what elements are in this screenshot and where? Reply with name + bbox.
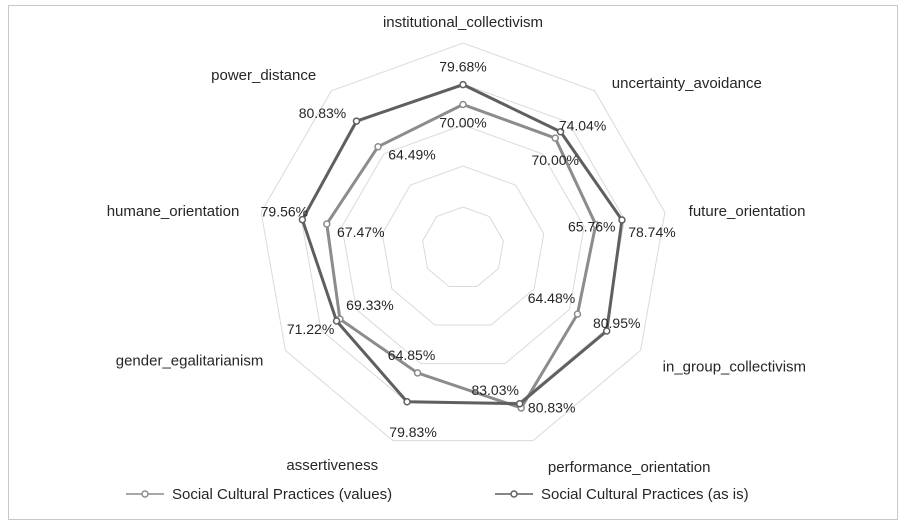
data-label: 65.76%	[568, 219, 615, 235]
axis-label-future-orientation: future_orientation	[689, 203, 806, 220]
legend-item-1: Social Cultural Practices (values)	[126, 486, 392, 503]
data-point	[592, 220, 600, 229]
data-point	[618, 216, 626, 224]
data-label: 67.47%	[337, 224, 384, 240]
data-point	[556, 127, 565, 136]
data-point	[298, 215, 307, 224]
series-line-1	[325, 102, 598, 410]
data-label: 70.00%	[531, 152, 578, 168]
data-label: 83.03%	[471, 382, 518, 398]
data-point	[374, 142, 382, 151]
axis-label-power-distance: power_distance	[211, 67, 316, 84]
data-point	[573, 310, 582, 318]
legend: Social Cultural Practices (values) Social…	[126, 486, 749, 503]
data-point	[602, 327, 611, 335]
data-label: 79.83%	[389, 424, 436, 440]
data-point	[459, 100, 467, 109]
legend-swatch-marker	[510, 490, 518, 498]
data-label: 80.83%	[528, 400, 575, 416]
data-label: 64.85%	[388, 347, 435, 363]
data-label: 64.48%	[528, 290, 575, 306]
axis-label-gender-egalitarianism: gender_egalitarianism	[116, 353, 264, 370]
data-point	[323, 220, 331, 228]
series-line-2	[300, 83, 624, 406]
legend-label: Social Cultural Practices (as is)	[541, 486, 749, 503]
axis-label-assertiveness: assertiveness	[286, 457, 378, 474]
axis-label-performance-orientation: performance_orientation	[548, 459, 711, 476]
data-label: 71.22%	[287, 321, 334, 337]
data-label: 74.04%	[559, 118, 606, 134]
data-point	[459, 80, 467, 89]
grid-ring	[260, 42, 666, 442]
axis-label-institutional-collectivism: institutional_collectivism	[383, 14, 543, 31]
data-label: 79.56%	[261, 204, 308, 220]
grid-ring	[422, 206, 504, 288]
axis-label-in-group-collectivism: in_group_collectivism	[663, 359, 806, 376]
data-label: 69.33%	[346, 297, 393, 313]
data-label: 79.68%	[439, 59, 486, 75]
chart-frame	[8, 5, 898, 520]
radar-labels: institutional_collectivism uncertainty_av…	[107, 14, 806, 476]
axis-label-humane-orientation: humane_orientation	[107, 203, 240, 220]
data-label: 80.95%	[593, 315, 640, 331]
legend-label: Social Cultural Practices (values)	[172, 486, 392, 503]
data-label: 80.83%	[299, 105, 346, 121]
data-label: 78.74%	[628, 224, 675, 240]
data-point	[413, 369, 422, 377]
data-label: 64.49%	[388, 147, 435, 163]
data-point	[332, 317, 341, 325]
data-label: 70.00%	[439, 115, 486, 131]
legend-item-2: Social Cultural Practices (as is)	[495, 486, 749, 503]
axis-label-uncertainty-avoidance: uncertainty_avoidance	[612, 75, 762, 92]
radar-series	[298, 80, 626, 412]
data-point	[403, 398, 411, 406]
grid-ring	[341, 124, 585, 365]
data-point	[515, 399, 524, 408]
legend-swatch-marker	[141, 490, 149, 498]
grid-ring	[381, 165, 545, 326]
data-point	[352, 117, 361, 125]
data-point	[551, 134, 559, 142]
